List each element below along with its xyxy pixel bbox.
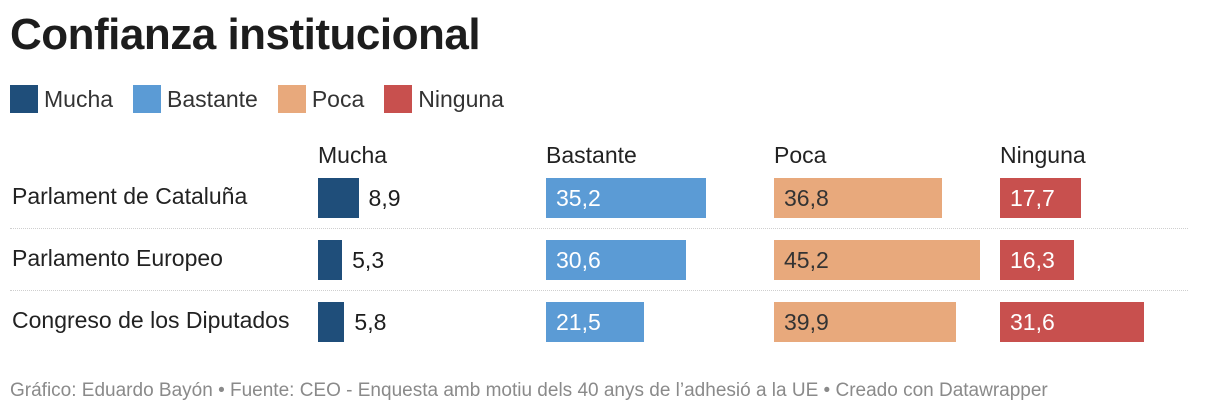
value-label-mucha: 8,9 [368,185,401,211]
row-label-parlament-catalunya: Parlament de Cataluña [12,183,248,209]
row-label-congreso-diputados: Congreso de los Diputados [12,307,290,333]
column-header-mucha: Mucha [318,142,388,168]
value-label-bastante: 35,2 [556,185,601,211]
row-divider [10,228,1188,229]
chart-title: Confianza institucional [10,10,481,59]
legend-item-bastante: Bastante [133,85,258,113]
bar-mucha [318,178,359,218]
value-label-mucha: 5,3 [352,247,385,273]
legend-item-mucha: Mucha [10,85,113,113]
value-label-poca: 39,9 [784,309,829,335]
legend-swatch-poca [277,85,306,113]
column-header-ninguna: Ninguna [1000,142,1086,168]
bar-ninguna [1000,240,1075,280]
value-label-ninguna: 17,7 [1010,185,1055,211]
value-label-ninguna: 16,3 [1010,247,1055,273]
bar-ninguna [1000,178,1081,218]
value-label-bastante: 21,5 [556,309,601,335]
value-label-mucha: 5,8 [354,309,387,335]
bar-bastante [546,302,644,342]
source-footer: Gráfico: Eduardo Bayón • Fuente: CEO - E… [10,380,1048,401]
legend-label-bastante: Bastante [167,85,258,112]
legend-item-ninguna: Ninguna [384,85,504,113]
row-label-parlamento-europeo: Parlamento Europeo [12,245,223,271]
column-header-poca: Poca [774,142,827,168]
bar-bastante [546,178,707,218]
bar-poca [774,240,980,280]
bar-mucha [318,302,345,342]
legend-label-poca: Poca [311,85,365,112]
bar-bastante [546,240,686,280]
value-label-poca: 36,8 [784,185,829,211]
bar-poca [774,302,956,342]
legend-swatch-mucha [10,85,38,113]
legend: Mucha Bastante Poca Ninguna [10,84,524,114]
bar-poca [774,178,942,218]
bar-ninguna [1000,302,1144,342]
legend-item-poca: Poca [277,85,365,113]
legend-label-ninguna: Ninguna [418,85,504,112]
legend-swatch-ninguna [384,85,413,113]
value-label-ninguna: 31,6 [1010,309,1055,335]
bar-mucha [318,240,343,280]
column-header-bastante: Bastante [546,142,637,168]
legend-label-mucha: Mucha [44,85,114,112]
value-label-poca: 45,2 [784,247,829,273]
row-divider [10,290,1188,291]
legend-swatch-bastante [133,85,162,113]
value-label-bastante: 30,6 [556,247,601,273]
